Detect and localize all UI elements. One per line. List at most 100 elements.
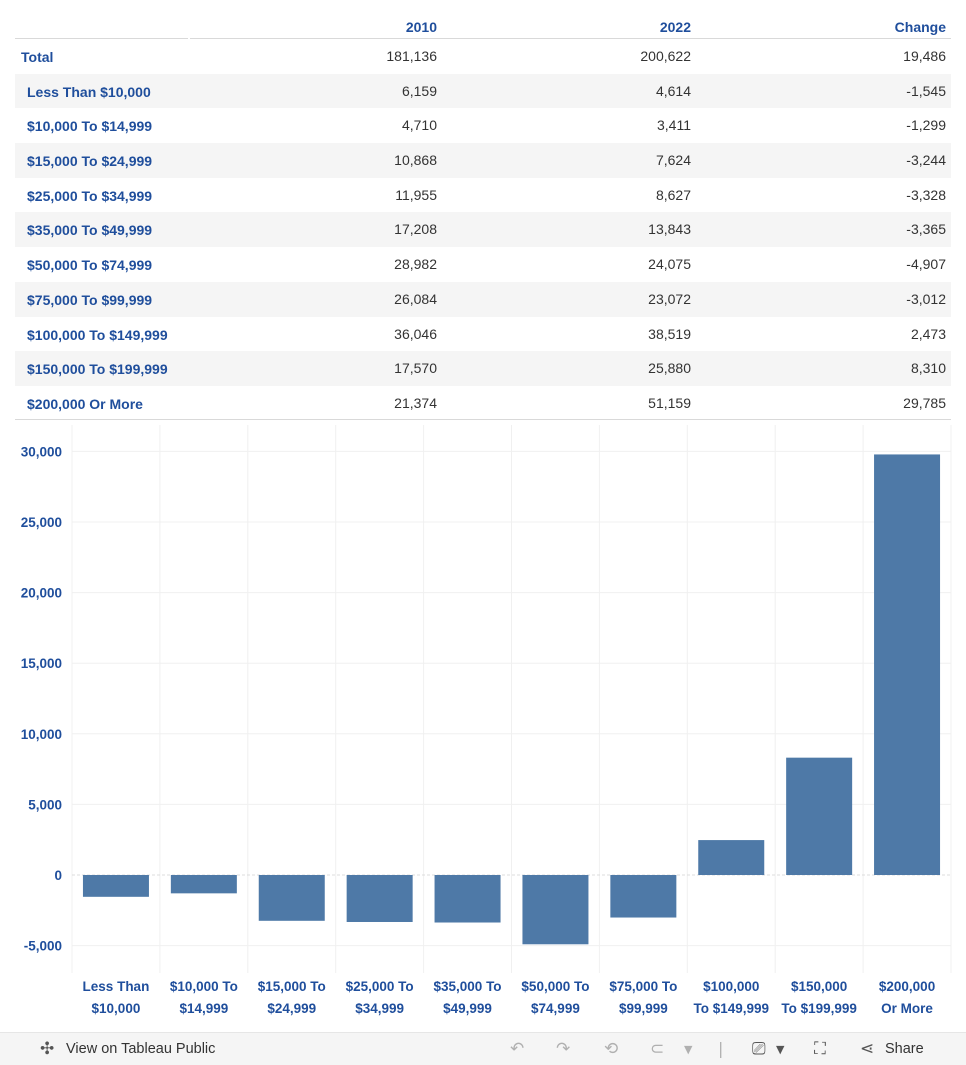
value-2010: 17,208 <box>394 221 437 238</box>
value-2010: 4,710 <box>401 117 437 134</box>
chevron-down-icon[interactable]: ▼ <box>776 1043 785 1056</box>
value-change: -3,012 <box>906 290 946 307</box>
table-row[interactable]: $15,000 To $24,999 10,868 7,624 -3,244 <box>15 143 951 178</box>
column-header-2010[interactable]: 2010 <box>405 19 437 35</box>
table-row[interactable]: $50,000 To $74,999 28,982 24,075 -4,907 <box>15 247 951 282</box>
download-icon[interactable]: ⎚ <box>752 1039 766 1059</box>
revert-icon[interactable]: ⟲ <box>604 1039 619 1059</box>
x-tick-label: $15,000 To <box>258 979 326 994</box>
x-tick-label: $49,999 <box>443 1001 492 1016</box>
row-label: $50,000 To $74,999 <box>27 257 153 274</box>
bar <box>522 875 589 945</box>
table-header: 2010 2022 Change <box>15 10 951 39</box>
share-button[interactable]: Share <box>885 1041 924 1057</box>
row-label: $200,000 Or More <box>27 395 143 412</box>
pause-icon[interactable]: ⊂ <box>650 1039 665 1059</box>
value-change: 19,486 <box>903 48 946 64</box>
row-label: $10,000 To $14,999 <box>27 118 153 135</box>
fullscreen-icon[interactable]: ⛶ <box>814 1039 826 1059</box>
x-tick-label: $10,000 <box>92 1001 141 1016</box>
tableau-logo-icon[interactable]: ✣ <box>40 1039 55 1059</box>
y-tick-label: -5,000 <box>24 939 62 954</box>
y-tick-label: 20,000 <box>21 586 62 601</box>
value-2010: 10,868 <box>394 152 437 169</box>
value-2022: 24,075 <box>648 256 691 273</box>
separator: | <box>718 1039 724 1058</box>
x-tick-label: $74,999 <box>531 1001 580 1016</box>
column-header-change[interactable]: Change <box>894 19 946 35</box>
bar <box>258 875 325 921</box>
value-change: -1,545 <box>906 82 946 99</box>
value-2010: 21,374 <box>394 394 437 411</box>
header-divider <box>15 38 188 39</box>
x-tick-label: $75,000 To <box>609 979 677 994</box>
view-on-tableau-public-link[interactable]: View on Tableau Public <box>66 1041 216 1057</box>
table-row[interactable]: $100,000 To $149,999 36,046 38,519 2,473 <box>15 317 951 352</box>
value-2010: 6,159 <box>401 82 437 99</box>
x-tick-label: To $199,999 <box>781 1001 857 1016</box>
share-icon[interactable]: ⋖ <box>860 1039 875 1059</box>
x-tick-label: $99,999 <box>619 1001 668 1016</box>
value-change: -3,328 <box>906 186 946 203</box>
value-2022: 3,411 <box>657 117 691 134</box>
table-row[interactable]: $10,000 To $14,999 4,710 3,411 -1,299 <box>15 108 951 143</box>
change-bar-chart: 30,000 25,000 20,000 15,000 10,000 5,000 0 -5,0… <box>21 425 952 1016</box>
table-row[interactable]: $25,000 To $34,999 11,955 8,627 -3,328 <box>15 178 951 213</box>
row-label: $15,000 To $24,999 <box>27 153 153 170</box>
row-label: Less Than $10,000 <box>27 83 151 100</box>
y-tick-label: 15,000 <box>21 656 62 671</box>
value-2010: 181,136 <box>386 48 437 64</box>
table-bottom-divider <box>15 419 951 420</box>
y-tick-label: 25,000 <box>21 515 62 530</box>
y-tick-label: 30,000 <box>21 444 62 459</box>
bar <box>874 454 941 875</box>
bar <box>698 840 765 875</box>
value-2022: 38,519 <box>648 325 691 342</box>
x-tick-label: $200,000 <box>879 979 935 994</box>
table-row[interactable]: $150,000 To $199,999 17,570 25,880 8,310 <box>15 351 951 386</box>
total-row[interactable]: Total 181,136 200,622 19,486 <box>15 39 951 74</box>
table-row[interactable]: $200,000 Or More 21,374 51,159 29,785 <box>15 386 951 421</box>
y-tick-label: 0 <box>54 868 62 883</box>
column-header-2022[interactable]: 2022 <box>659 19 691 35</box>
bar <box>346 875 413 922</box>
data-table: 2010 2022 Change Total 181,136 200,622 19,4… <box>15 10 951 421</box>
header-divider <box>190 38 951 39</box>
row-label: $150,000 To $199,999 <box>27 361 168 378</box>
value-change: 8,310 <box>910 360 946 377</box>
bar <box>786 757 853 875</box>
value-change: -4,907 <box>906 256 946 273</box>
value-2010: 28,982 <box>394 256 437 273</box>
value-2022: 7,624 <box>655 152 691 169</box>
x-tick-label: Less Than <box>83 979 150 994</box>
undo-icon[interactable]: ↶ <box>510 1039 525 1059</box>
row-label: $75,000 To $99,999 <box>27 291 153 308</box>
x-tick-label: $150,000 <box>791 979 847 994</box>
value-2022: 4,614 <box>655 82 691 99</box>
bar <box>170 875 237 894</box>
value-2010: 17,570 <box>394 360 437 377</box>
x-tick-label: Or More <box>881 1001 933 1016</box>
table-row[interactable]: $75,000 To $99,999 26,084 23,072 -3,012 <box>15 281 951 317</box>
x-tick-label: $24,999 <box>267 1001 316 1016</box>
x-tick-label: $34,999 <box>355 1001 404 1016</box>
y-tick-label: 5,000 <box>28 797 62 812</box>
x-tick-label: To $149,999 <box>693 1001 769 1016</box>
x-tick-label: $25,000 To <box>346 979 414 994</box>
x-tick-label: $35,000 To <box>434 979 502 994</box>
row-label: Total <box>21 49 54 65</box>
value-2022: 13,843 <box>648 221 691 238</box>
row-label: $100,000 To $149,999 <box>27 326 168 343</box>
x-tick-label: $50,000 To <box>521 979 589 994</box>
table-row[interactable]: Less Than $10,000 6,159 4,614 -1,545 <box>15 73 951 109</box>
x-tick-label: $14,999 <box>179 1001 228 1016</box>
bar <box>434 875 501 923</box>
value-2010: 36,046 <box>394 325 437 342</box>
bar <box>82 875 149 897</box>
value-change: 2,473 <box>910 325 946 342</box>
value-2022: 23,072 <box>648 290 691 307</box>
redo-icon[interactable]: ↷ <box>556 1039 571 1059</box>
value-2022: 8,627 <box>655 186 691 203</box>
chevron-down-icon[interactable]: ▼ <box>684 1043 693 1056</box>
table-row[interactable]: $35,000 To $49,999 17,208 13,843 -3,365 <box>15 212 951 248</box>
